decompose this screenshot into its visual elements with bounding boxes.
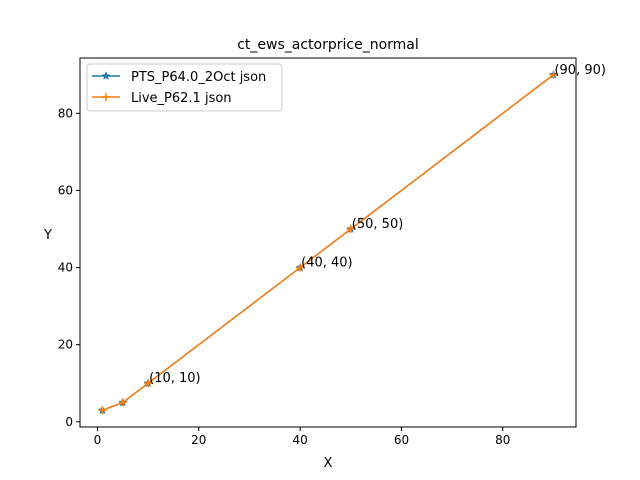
x-tick-label: 60 bbox=[394, 433, 409, 447]
point-annotation: (90, 90) bbox=[554, 63, 606, 78]
y-axis: 0 20 40 60 80 bbox=[58, 106, 80, 429]
y-tick-label: 0 bbox=[65, 415, 73, 429]
legend-label: PTS_P64.0_2Oct json bbox=[131, 70, 266, 85]
series-2 bbox=[98, 70, 558, 415]
plot-area: (10, 10) (40, 40) (50, 50) (90, 90) bbox=[97, 63, 606, 415]
y-tick-label: 20 bbox=[58, 338, 73, 352]
point-annotation: (50, 50) bbox=[352, 217, 404, 232]
legend: PTS_P64.0_2Oct json Live_P62.1 json bbox=[86, 63, 283, 112]
data-point bbox=[144, 379, 153, 388]
y-tick-label: 80 bbox=[58, 106, 73, 120]
x-axis: 0 20 40 60 80 bbox=[94, 427, 510, 447]
x-tick-label: 0 bbox=[94, 433, 102, 447]
y-tick-label: 40 bbox=[58, 261, 73, 275]
series-1 bbox=[97, 69, 559, 415]
point-annotation: (10, 10) bbox=[149, 371, 201, 386]
x-tick-label: 80 bbox=[495, 433, 510, 447]
data-point bbox=[346, 225, 355, 234]
axes-frame bbox=[79, 57, 577, 428]
legend-label: Live_P62.1 json bbox=[131, 91, 232, 106]
data-point bbox=[98, 406, 107, 415]
legend-box bbox=[86, 63, 283, 112]
data-point bbox=[118, 398, 127, 407]
series-line bbox=[102, 74, 554, 411]
legend-swatch-marker bbox=[101, 71, 111, 80]
y-axis-label: Y bbox=[43, 228, 52, 243]
legend-swatch-marker bbox=[102, 93, 110, 101]
point-annotation: (40, 40) bbox=[301, 256, 353, 271]
x-axis-label: X bbox=[324, 456, 333, 471]
series-line bbox=[102, 74, 554, 411]
data-point bbox=[549, 70, 558, 79]
chart-title: ct_ews_actorprice_normal bbox=[237, 37, 419, 53]
x-tick-label: 20 bbox=[191, 433, 206, 447]
y-tick-label: 60 bbox=[58, 183, 73, 197]
x-tick-label: 40 bbox=[292, 433, 307, 447]
data-point bbox=[296, 263, 305, 272]
